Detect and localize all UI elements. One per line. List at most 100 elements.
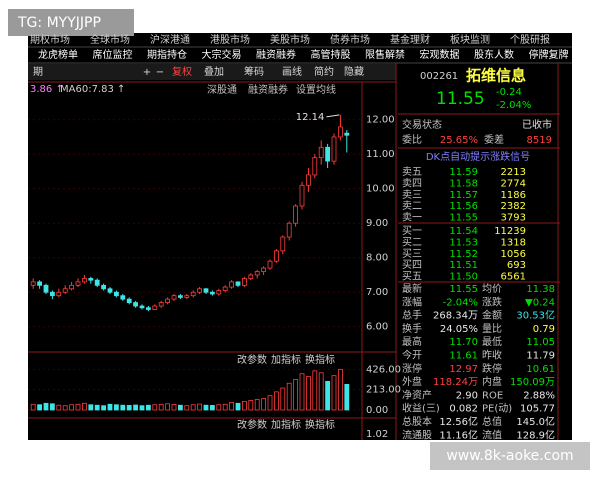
menu-item[interactable]: 席位监控 <box>93 48 133 61</box>
candle-body <box>235 281 241 286</box>
stat-label: 总股本 <box>402 415 432 428</box>
watermark-box <box>8 9 134 36</box>
volume-bar <box>229 401 235 411</box>
toolbar-button[interactable]: 简约 <box>314 65 334 78</box>
volume-bar <box>325 380 331 411</box>
book-price: 11.55 <box>449 213 478 224</box>
y-tick-label: 213.00 <box>366 385 401 396</box>
book-price: 11.54 <box>449 226 478 237</box>
menu-item[interactable]: 债券市场 <box>330 33 370 46</box>
volume-bar <box>37 404 42 411</box>
candle-body <box>120 295 126 300</box>
menu-item[interactable]: 港股市场 <box>210 33 250 46</box>
menu-item[interactable]: 宏观数据 <box>420 48 460 61</box>
menu-item[interactable]: 融资融券 <box>256 48 296 61</box>
candle-body <box>107 288 113 293</box>
volume-bar <box>261 398 267 411</box>
book-label: 卖二 <box>402 200 422 212</box>
panel-button[interactable]: 改参数 <box>237 418 267 431</box>
stat-value: 30.53亿 <box>516 309 555 322</box>
menu-item[interactable]: 板块监测 <box>450 33 490 46</box>
book-volume: 11239 <box>494 226 526 237</box>
stock-code: 002261 <box>420 71 458 82</box>
volume-bar <box>126 405 132 411</box>
stat-value: 11.61 <box>449 351 478 362</box>
toolbar-button[interactable]: 叠加 <box>204 66 224 78</box>
stat-label: 换手 <box>402 322 422 335</box>
volume-bar <box>241 401 247 411</box>
menu-item[interactable]: 美股市场 <box>270 33 310 46</box>
candle-body <box>248 274 254 279</box>
chart-tag: 设置均线 <box>296 83 336 96</box>
toolbar-button[interactable]: 隐藏 <box>344 66 364 78</box>
signal-link[interactable]: DK点自动提示涨跌信号 <box>426 150 530 163</box>
volume-bar <box>299 373 305 411</box>
toolbar-button[interactable]: 期 <box>33 66 43 78</box>
panel-button[interactable]: 加指标 <box>271 353 301 366</box>
menu-item[interactable]: 大宗交易 <box>202 48 242 61</box>
y-tick-label: 9.00 <box>366 218 388 229</box>
book-volume: 2213 <box>501 167 526 178</box>
menu-item[interactable]: 个股研报 <box>510 33 550 46</box>
stat-label: 最高 <box>402 335 422 348</box>
ma-label: MA60:7.83 ↑ <box>60 84 125 95</box>
volume-bar <box>177 404 183 411</box>
candle-body <box>331 136 337 162</box>
panel-button[interactable]: 加指标 <box>271 418 301 431</box>
toolbar-button[interactable]: 复权 <box>172 65 192 78</box>
peak-arrow <box>326 114 340 118</box>
stat-value: 11.70 <box>449 337 478 348</box>
candle-body <box>203 288 209 293</box>
volume-bar <box>107 403 113 411</box>
book-volume: 3793 <box>501 213 526 224</box>
stat-label: 流通股 <box>402 428 432 441</box>
menu-item[interactable]: 全球市场 <box>90 33 130 46</box>
stat-value: 24.05% <box>440 324 478 335</box>
candle-body <box>37 281 42 286</box>
stat-value: ▼0.24 <box>525 297 555 308</box>
candle-body <box>190 291 196 297</box>
stat-label: 收益(三) <box>402 402 440 415</box>
menu-item[interactable]: 高管持股 <box>311 48 351 61</box>
menu-item[interactable]: 股东人数 <box>474 48 514 61</box>
volume-bar <box>94 404 100 411</box>
panel-button[interactable]: 改参数 <box>237 353 267 366</box>
menu-item[interactable]: 基金理财 <box>390 33 430 46</box>
volume-bar <box>184 405 190 411</box>
volume-bar <box>152 404 158 411</box>
stat-label: 涨幅 <box>402 295 422 308</box>
candle-body <box>241 278 247 286</box>
volume-bar <box>293 379 299 411</box>
toolbar-button[interactable]: + <box>143 67 151 78</box>
candle-body <box>261 267 267 272</box>
panel-button[interactable]: 换指标 <box>305 353 335 366</box>
stat-value: 12.97 <box>449 364 478 375</box>
candle-body <box>254 271 260 276</box>
toolbar-button[interactable]: 筹码 <box>244 65 264 78</box>
toolbar-button[interactable]: − <box>156 67 164 78</box>
menu-item[interactable]: 限售解禁 <box>365 48 405 61</box>
stat-label: 涨跌 <box>482 295 502 308</box>
menu-item[interactable]: 龙虎榜单 <box>38 48 78 61</box>
stat-value: 150.09万 <box>510 377 555 388</box>
volume-bar <box>222 403 228 411</box>
volume-bar <box>312 370 318 411</box>
candle-body <box>299 184 305 207</box>
volume-bar <box>133 404 139 411</box>
panel-button[interactable]: 换指标 <box>305 418 335 431</box>
book-price: 11.51 <box>449 260 478 271</box>
stat-label: 跌停 <box>482 362 502 375</box>
volume-bar <box>30 403 36 411</box>
menu-item[interactable]: 停牌复牌 <box>529 48 569 61</box>
menu-item[interactable]: 沪深港通 <box>150 33 190 46</box>
candle-body <box>82 278 87 283</box>
chart-tag: 深股通 <box>207 84 237 96</box>
stat-value: 10.61 <box>526 364 555 375</box>
y-tick-label: 7.00 <box>366 287 388 298</box>
volume-bar <box>286 382 292 411</box>
menu-item[interactable]: 期权市场 <box>30 33 70 46</box>
ma-label: 3.86 ↑ <box>30 84 64 95</box>
toolbar-button[interactable]: 画线 <box>282 65 302 78</box>
candle-body <box>165 298 171 303</box>
menu-item[interactable]: 期指持仓 <box>147 48 187 61</box>
